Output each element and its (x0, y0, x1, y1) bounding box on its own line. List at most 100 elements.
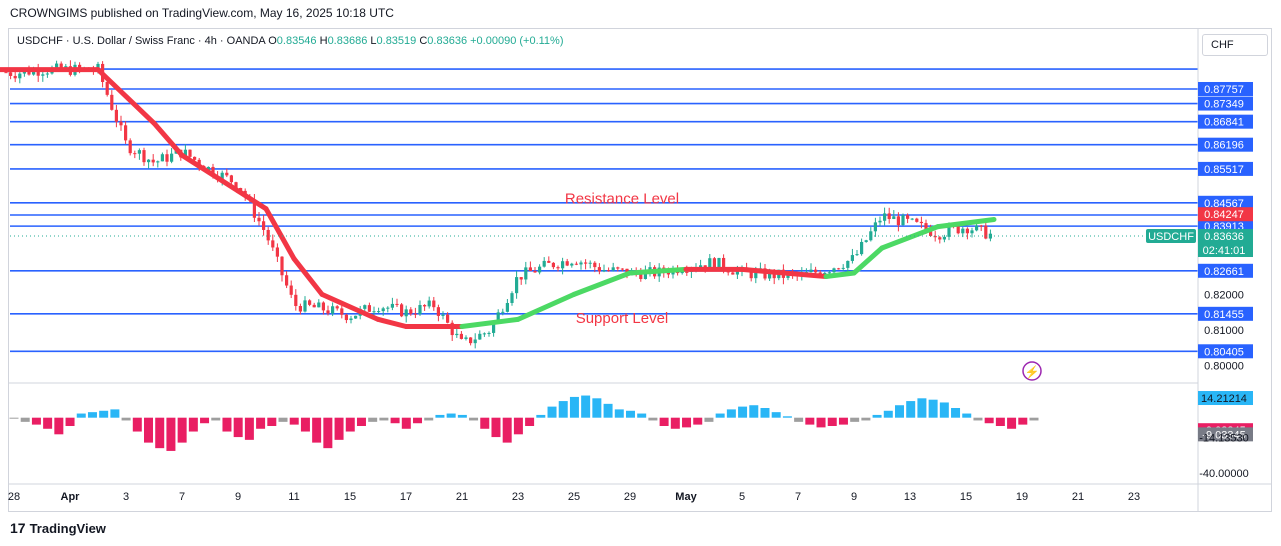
candle-body (32, 69, 36, 75)
histogram-bar (738, 406, 748, 418)
histogram-bar (469, 417, 479, 421)
histogram-bar (637, 413, 647, 418)
histogram-bar (177, 417, 187, 443)
candle-body (317, 302, 321, 308)
histogram-bar (166, 417, 176, 451)
candle-body (469, 337, 473, 344)
histogram-bar (816, 417, 826, 428)
price-level-badge (1198, 137, 1253, 152)
price-level-label: 0.85517 (1204, 164, 1244, 176)
price-level-label: 0.87757 (1204, 84, 1244, 96)
candle-body (225, 172, 229, 176)
candle-body (892, 216, 896, 220)
oscillator-badge (1198, 391, 1253, 406)
candle-body (464, 337, 468, 339)
x-tick-label: 23 (512, 491, 524, 503)
candle-body (409, 309, 413, 314)
candle-body (878, 220, 882, 223)
candle-body (308, 300, 312, 305)
candle-body (349, 318, 353, 321)
moving-average-segment (263, 206, 297, 262)
candle-body (643, 270, 647, 280)
candle-body (55, 63, 59, 68)
histogram-bar (334, 417, 344, 440)
x-tick-label: 7 (795, 491, 801, 503)
histogram-bar (379, 417, 389, 421)
candle-body (860, 241, 864, 255)
moving-average-segment (235, 188, 269, 212)
candle-body (933, 235, 937, 238)
candle-body (492, 322, 496, 333)
candle-body (979, 225, 983, 227)
histogram-bar (132, 417, 142, 432)
candle-body (496, 312, 500, 323)
candle-body (436, 307, 440, 316)
histogram-bar (984, 417, 994, 424)
histogram-bar (144, 417, 154, 443)
candle-body (413, 313, 417, 315)
candle-body (542, 260, 546, 267)
symbol-title: USDCHF · U.S. Dollar / Swiss Franc · 4h … (17, 35, 266, 47)
candle-body (156, 161, 160, 163)
candle-body (505, 302, 509, 312)
moving-average-segment (151, 120, 185, 158)
histogram-bar (670, 417, 680, 429)
candle-body (712, 258, 716, 269)
histogram-bar (726, 409, 736, 418)
histogram-bar (312, 417, 322, 443)
histogram-bar (861, 417, 871, 421)
moving-average-segment (935, 216, 997, 230)
candle-body (340, 308, 344, 315)
histogram-bar (760, 408, 770, 418)
candle-body (285, 275, 289, 286)
candle-body (855, 254, 859, 256)
lightning-icon[interactable] (1022, 361, 1042, 381)
histogram-bar (31, 417, 41, 425)
candle-body (193, 156, 197, 160)
candle-body (234, 182, 238, 188)
candle-body (570, 263, 574, 266)
candle-body (501, 311, 505, 313)
x-tick-label: Apr (61, 491, 81, 503)
high-value: 0.83686 (327, 35, 368, 47)
histogram-bar (513, 417, 523, 435)
histogram-bar (1018, 417, 1028, 425)
candle-body (239, 187, 243, 191)
histogram-bar (906, 401, 916, 418)
moving-average-segment (739, 266, 829, 280)
candle-body (27, 69, 31, 75)
candle-body (616, 267, 620, 269)
candle-body (133, 153, 137, 155)
candle-body (446, 314, 450, 323)
candle-body (9, 72, 13, 76)
histogram-bar (368, 417, 378, 422)
candle-body (354, 315, 358, 319)
candle-body (970, 230, 974, 234)
histogram-bar (805, 417, 815, 425)
candle-body (206, 166, 210, 171)
candle-body (45, 73, 49, 75)
candle-body (257, 217, 261, 222)
candle-body (124, 125, 128, 141)
candle-body (390, 303, 394, 308)
histogram-bar (827, 417, 837, 426)
price-level-label: 0.86841 (1204, 117, 1244, 129)
candle-body (620, 268, 624, 270)
candle-body (441, 314, 445, 316)
price-level-label: 0.87349 (1204, 99, 1244, 111)
histogram-bar (883, 410, 893, 418)
histogram-bar (928, 399, 938, 418)
candle-body (524, 267, 528, 280)
histogram-bar (794, 417, 804, 422)
histogram-bar (457, 414, 467, 418)
candle-body (547, 260, 551, 263)
histogram-bar (547, 406, 557, 418)
histogram-bar (87, 412, 97, 418)
candle-body (574, 263, 578, 265)
candle-body (584, 262, 588, 264)
x-tick-label: 19 (1016, 491, 1028, 503)
histogram-bar (43, 417, 53, 429)
candle-body (229, 175, 233, 183)
currency-button[interactable]: CHF (1202, 34, 1268, 56)
